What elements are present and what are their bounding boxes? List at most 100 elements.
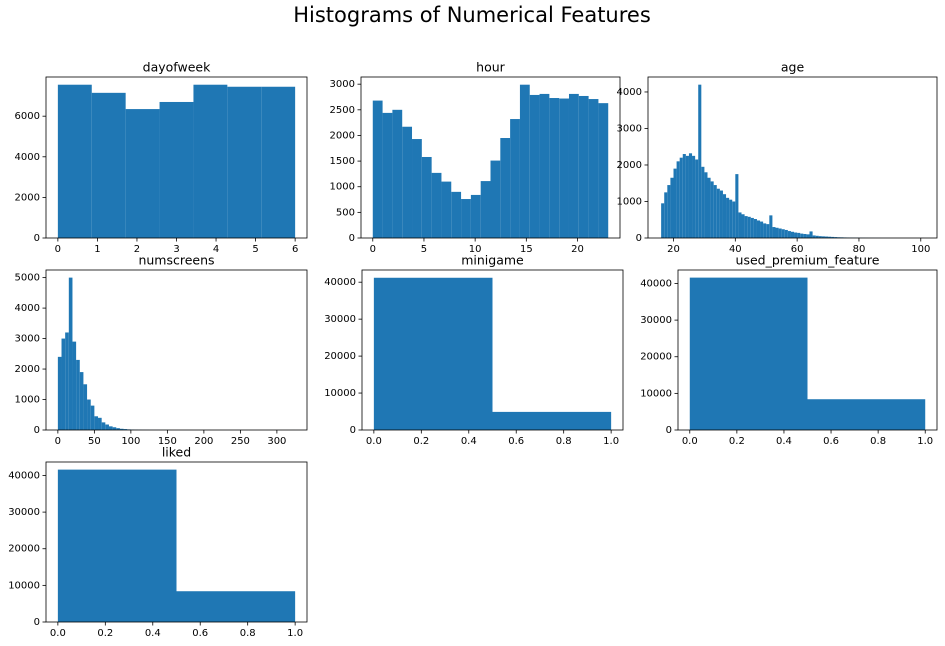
bar — [689, 277, 808, 430]
bar — [815, 235, 819, 238]
x-tick-label: 1.0 — [287, 628, 303, 639]
bar — [549, 98, 560, 238]
y-tick-label: 5000 — [15, 273, 40, 284]
axes-frame — [45, 76, 308, 239]
bar — [707, 177, 711, 238]
y-tick-label: 40000 — [640, 278, 672, 289]
x-tick-label: 0.6 — [192, 628, 208, 639]
bar — [828, 236, 832, 238]
bar — [787, 231, 791, 238]
x-tick-label: 20 — [667, 244, 680, 255]
x-tick-label: 200 — [194, 436, 213, 447]
bar — [98, 417, 102, 430]
bar — [676, 161, 680, 238]
axes-frame — [45, 269, 308, 431]
x-tick-label: 0 — [370, 244, 376, 255]
x-tick-label: 5 — [252, 244, 258, 255]
bar — [713, 185, 717, 238]
subplot-title: liked — [162, 445, 191, 460]
bar — [722, 194, 727, 238]
bar — [732, 201, 736, 238]
bar — [90, 405, 95, 430]
y-tick-label: 0 — [350, 425, 356, 436]
bar — [105, 424, 109, 430]
bar — [809, 231, 813, 238]
x-tick-label: 3 — [173, 244, 179, 255]
bar — [831, 236, 835, 238]
bar — [101, 422, 106, 430]
bar — [87, 399, 91, 430]
y-tick-label: 1500 — [330, 156, 355, 167]
bar — [769, 215, 773, 238]
x-tick-label: 0 — [55, 244, 61, 255]
axes-frame — [677, 269, 938, 431]
bar — [112, 427, 117, 430]
bar — [824, 236, 829, 238]
x-tick-label: 1.0 — [603, 436, 619, 447]
bar — [818, 236, 822, 238]
y-tick-label: 2000 — [330, 130, 355, 141]
bar — [685, 155, 689, 238]
bar — [763, 223, 767, 238]
bar — [738, 212, 742, 238]
x-tick-label: 100 — [121, 436, 140, 447]
y-tick-label: 10000 — [8, 580, 40, 591]
x-tick-label: 0.2 — [413, 436, 429, 447]
bar — [492, 411, 612, 430]
y-tick-label: 2000 — [15, 192, 40, 203]
bar — [735, 174, 739, 238]
bar — [812, 235, 816, 238]
y-tick-label: 30000 — [640, 315, 672, 326]
bar — [806, 234, 810, 238]
y-tick-label: 500 — [336, 207, 355, 218]
bar — [510, 119, 520, 238]
bar — [673, 168, 677, 238]
bar — [760, 221, 764, 238]
y-tick-label: 10000 — [324, 388, 356, 399]
bar — [578, 95, 589, 238]
y-tick-label: 10000 — [640, 388, 672, 399]
bar — [116, 428, 120, 430]
x-tick-label: 20 — [571, 244, 584, 255]
y-tick-label: 40000 — [8, 470, 40, 481]
bar — [753, 219, 757, 238]
bar — [800, 233, 804, 238]
bar — [125, 109, 160, 238]
bar — [451, 191, 462, 238]
x-tick-label: 0.8 — [870, 436, 886, 447]
x-tick-label: 0.6 — [823, 436, 839, 447]
bar — [72, 341, 77, 430]
y-tick-label: 2000 — [15, 364, 40, 375]
subplot-title: used_premium_feature — [736, 253, 880, 268]
x-tick-label: 2 — [134, 244, 140, 255]
y-tick-label: 0 — [34, 233, 40, 244]
bar — [412, 139, 422, 238]
x-tick-label: 300 — [267, 436, 286, 447]
figure-title: Histograms of Numerical Features — [293, 3, 651, 27]
y-tick-label: 1000 — [617, 196, 642, 207]
bar — [372, 100, 383, 238]
x-tick-label: 0.4 — [145, 628, 161, 639]
bar — [695, 159, 699, 238]
subplot-title: numscreens — [138, 253, 214, 268]
bar — [747, 216, 751, 238]
y-tick-label: 40000 — [324, 277, 356, 288]
y-tick-label: 1000 — [330, 182, 355, 193]
bar — [539, 93, 550, 238]
bar — [461, 199, 471, 238]
subplot-title: age — [781, 60, 805, 75]
x-tick-label: 0.0 — [50, 628, 66, 639]
bar — [94, 416, 99, 430]
x-tick-label: 0.6 — [508, 436, 524, 447]
bar — [61, 338, 66, 430]
bar — [68, 277, 73, 430]
bar — [679, 157, 683, 238]
bar — [790, 231, 795, 238]
axes-frame — [361, 269, 624, 431]
bar — [834, 237, 838, 238]
bar — [480, 181, 491, 238]
bar — [421, 156, 432, 238]
x-tick-label: 0.8 — [556, 436, 572, 447]
bar — [772, 227, 776, 238]
